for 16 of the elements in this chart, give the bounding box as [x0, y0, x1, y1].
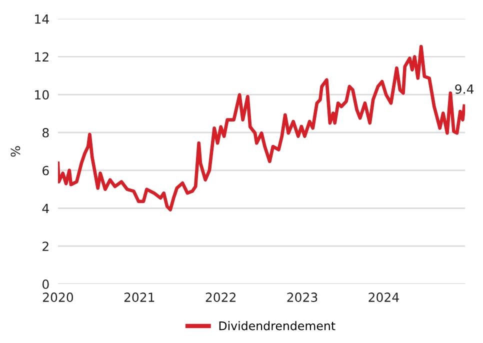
x-tick-label: 2021	[124, 292, 154, 302]
annotation: 9.4	[455, 84, 474, 94]
y-axis-title: %	[10, 146, 20, 157]
y-tick-label: 14	[35, 14, 49, 24]
y-tick-label: 2	[42, 242, 48, 251]
x-tick-label: 2024	[368, 292, 399, 302]
x-tick-label: 2023	[287, 292, 318, 302]
y-tick-label: 12	[35, 52, 48, 62]
y-tick-label: 0	[42, 279, 49, 289]
x-tick-label: 2020	[42, 292, 74, 302]
legend-label: Dividendrendement	[219, 321, 336, 330]
y-tick-label: 6	[42, 166, 49, 176]
x-tick-label: 2022	[206, 292, 236, 302]
y-tick-label: 10	[35, 90, 49, 100]
y-tick-label: 8	[42, 128, 49, 138]
y-tick-label: 4	[42, 204, 49, 213]
